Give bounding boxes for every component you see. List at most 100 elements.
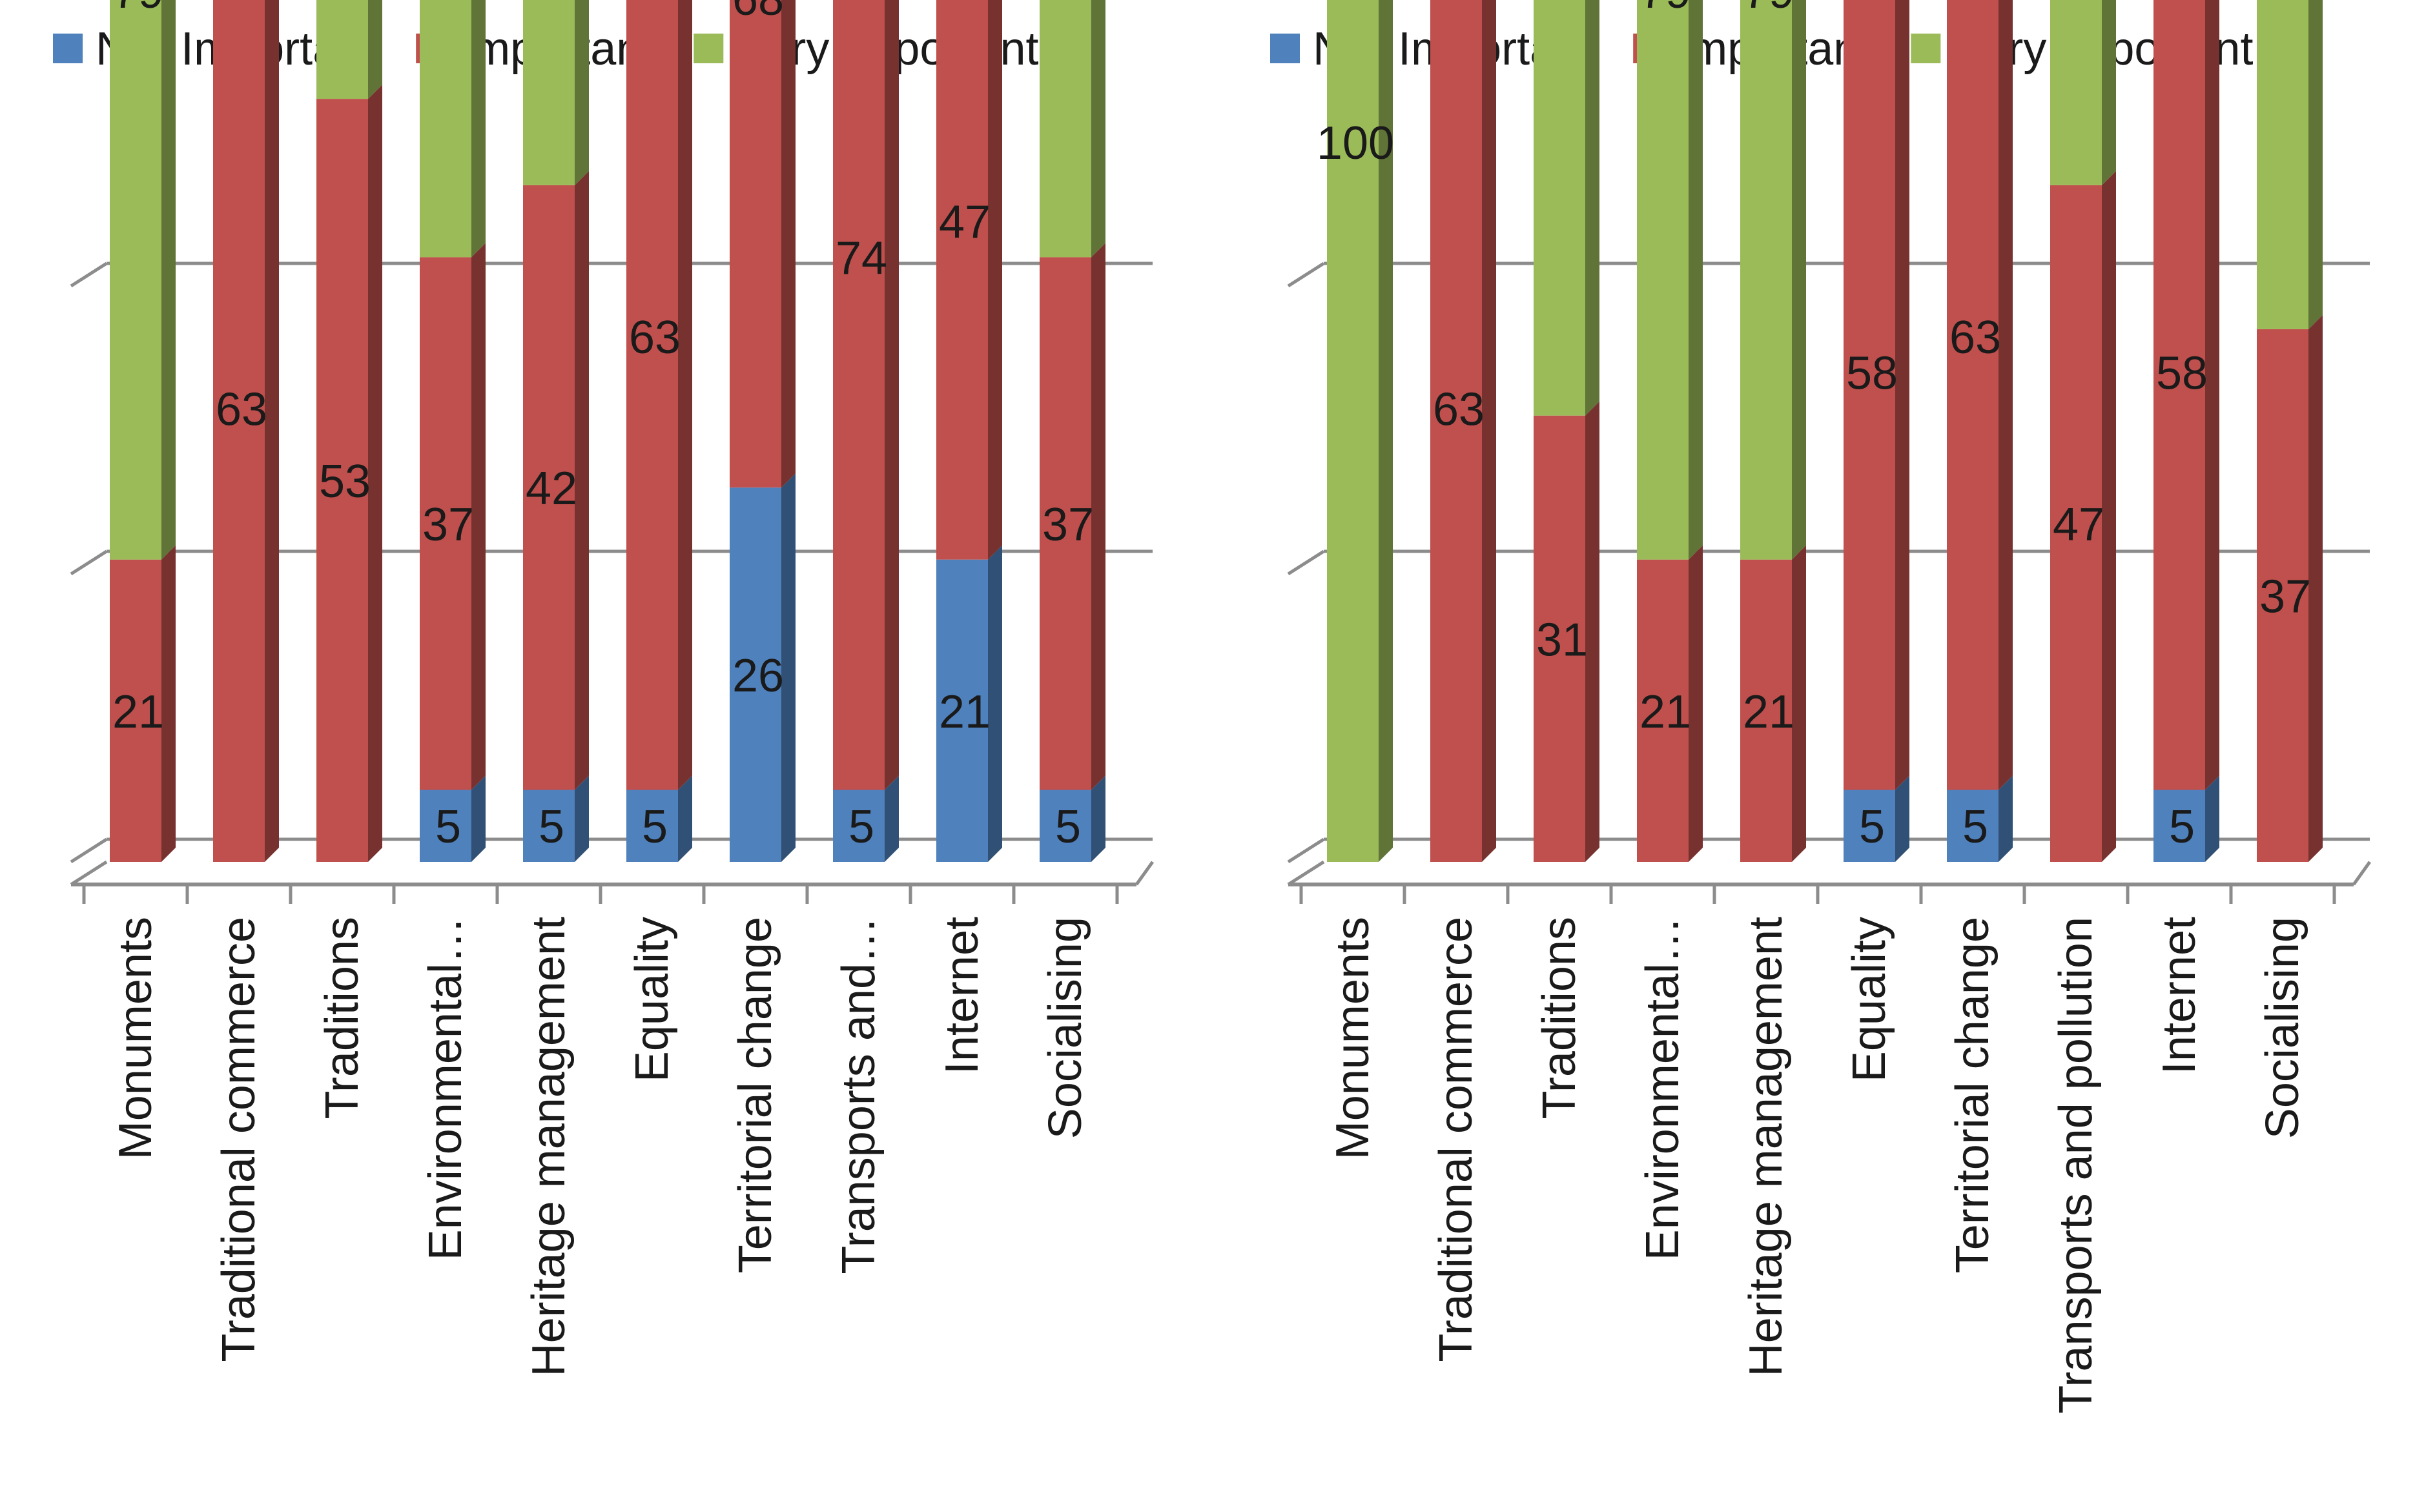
bar-side [781, 0, 796, 488]
bar-segment [2050, 185, 2102, 862]
bar-segment [1740, 0, 1792, 560]
data-label: 21 [1743, 686, 1794, 738]
data-label: 42 [526, 463, 577, 515]
category-label: Transports and… [833, 917, 885, 1274]
gridline-leg [1287, 837, 1325, 864]
bar-side [1792, 545, 1806, 862]
bar-segment [626, 790, 678, 862]
bar-group: 26685 [730, 0, 796, 862]
data-label: 68 [732, 0, 784, 25]
bar-side [2308, 0, 2323, 329]
bar-side [575, 170, 589, 790]
data-label: 5 [1962, 801, 1988, 853]
category-label: Internet [936, 917, 988, 1074]
data-label: 63 [1949, 312, 2001, 363]
bar-segment [523, 185, 575, 790]
bar-segment [1637, 0, 1689, 560]
data-label: 58 [2156, 348, 2208, 400]
bar-segment [1947, 0, 1999, 790]
data-label: 5 [642, 801, 668, 853]
category-label: Territorial change [730, 917, 781, 1273]
data-label: 5 [435, 801, 461, 853]
bar-segment [2050, 0, 2102, 185]
bar-group: 3763 [2257, 0, 2323, 862]
bar-side [1379, 0, 1393, 862]
bar-group: 21 79 [1637, 0, 1703, 862]
bar-segment [213, 0, 265, 863]
gridline-leg [1287, 549, 1325, 576]
bar-segment [523, 790, 575, 862]
bar-side [1895, 0, 1909, 790]
category-label: Socialising [1040, 917, 1091, 1139]
data-label: 58 [1846, 348, 1898, 400]
data-label: 5 [1055, 801, 1081, 853]
bar-side [885, 0, 899, 790]
x-axis-depth-left [70, 860, 108, 886]
bar-side [265, 0, 279, 862]
legend-swatch-1 [53, 34, 83, 63]
bar-group: 5347 [316, 0, 382, 863]
category-label: Environmental… [420, 917, 471, 1260]
bar-side [2102, 0, 2116, 185]
bar-side [678, 775, 692, 862]
data-label: 5 [1859, 801, 1885, 853]
gridline-leg [70, 261, 108, 288]
bar-group: 55837 [1844, 0, 1909, 862]
data-label: 37 [2259, 571, 2311, 622]
bar-segment [1040, 257, 1091, 790]
bar-side [1482, 0, 1496, 862]
legend-swatch-3 [694, 34, 724, 63]
bar-segment [2257, 329, 2308, 862]
bar-side [885, 775, 899, 862]
bar-segment [316, 99, 368, 863]
category-label: Internet [2153, 917, 2205, 1074]
chart-1: Not ImportantImportantVery Important2179… [53, 0, 1155, 1376]
bar-side [678, 0, 692, 790]
bar-group: 4753 [2050, 0, 2116, 862]
data-label: 5 [2169, 801, 2195, 853]
bar-group: 214732 [936, 0, 1002, 862]
data-label: 63 [629, 312, 681, 363]
bar-segment [1040, 790, 1091, 862]
data-label: 21 [112, 686, 164, 738]
bar-segment [420, 0, 471, 258]
bar-segment [730, 0, 781, 488]
bar-side [1091, 0, 1105, 258]
bar-segment [1637, 559, 1689, 862]
category-label: Transports and pollution [2050, 917, 2102, 1414]
bar-side [1895, 775, 1909, 862]
bar-side [2308, 314, 2323, 862]
bar-group: 56332 [626, 0, 692, 862]
data-label: 37 [422, 499, 474, 551]
bar-segment [1430, 0, 1482, 863]
bar-side [368, 85, 382, 863]
bar-side [471, 243, 486, 790]
gridline-leg [70, 549, 108, 576]
bar-side [1585, 401, 1599, 862]
bar-segment [833, 0, 885, 790]
bar-group: 56332 [1947, 0, 2013, 862]
bar-segment [1040, 0, 1091, 258]
bar-side [1689, 545, 1703, 862]
data-label: 47 [2053, 499, 2104, 551]
bar-side [781, 473, 796, 862]
bar-group: 6337 [1430, 0, 1496, 863]
bar-side [161, 545, 176, 862]
bar-group: 53758 [420, 0, 486, 862]
bar-segment [2153, 790, 2205, 862]
data-label: 74 [836, 232, 887, 284]
bar-segment [936, 0, 988, 560]
bar-segment [1534, 0, 1585, 416]
bar-side [988, 0, 1002, 560]
chart-2: Not ImportantImportantVery important100M… [1270, 0, 2372, 1414]
bar-segment [730, 487, 781, 862]
data-label: 26 [732, 650, 784, 702]
bar-side [368, 0, 382, 99]
data-label: 5 [848, 801, 874, 853]
bar-side [471, 0, 486, 258]
bar-side [2102, 170, 2116, 862]
bar-group: 55837 [2153, 0, 2219, 862]
bar-segment [110, 0, 161, 560]
bar-group: 6337 [213, 0, 279, 863]
data-label: 37 [1042, 499, 1094, 551]
